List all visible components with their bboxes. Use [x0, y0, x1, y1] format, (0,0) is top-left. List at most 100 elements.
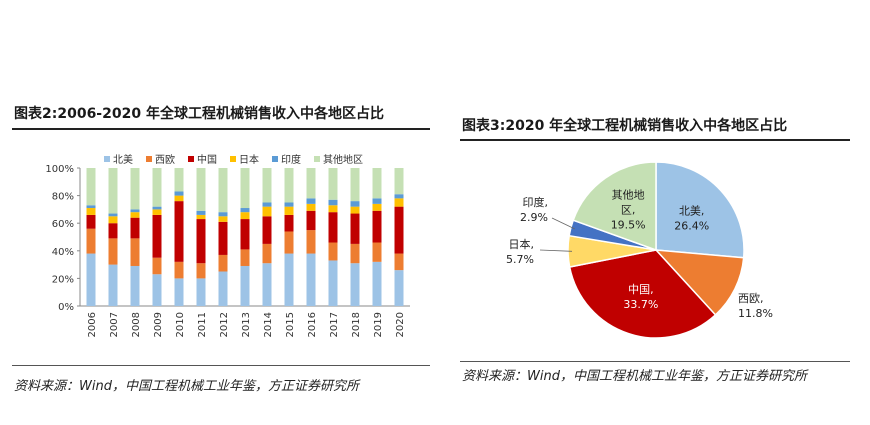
legend-swatch — [188, 156, 194, 162]
bar-segment-北美 — [262, 263, 272, 306]
bar-segment-西欧 — [350, 243, 360, 264]
bar-segment-印度 — [108, 213, 118, 217]
bar-segment-印度 — [86, 205, 96, 209]
leader-line — [539, 249, 573, 252]
bar-segment-其他地区 — [240, 168, 250, 209]
figure3-title: 图表3:2020 年全球工程机械销售收入中各地区占比 — [462, 118, 788, 134]
bar-segment-西欧 — [108, 238, 118, 265]
bar-segment-其他地区 — [130, 168, 140, 210]
bar-segment-西欧 — [86, 228, 96, 254]
bar-segment-中国 — [196, 219, 206, 264]
bar-segment-中国 — [240, 219, 250, 250]
legend-label: 印度 — [281, 153, 301, 166]
bar-segment-日本 — [174, 195, 184, 202]
figure2-bar-chart: 0% 20% 40% 60% 80% 100% 2006 2007 2008 2009 2010 20… — [45, 153, 410, 337]
bar-segment-日本 — [394, 198, 404, 207]
bar-segment-其他地区 — [372, 168, 382, 199]
pie-slice-其他地区 — [572, 161, 657, 252]
bar-segment-印度 — [218, 212, 228, 217]
bar-segment-北美 — [350, 263, 360, 306]
pie-label-中国: 中国, — [628, 283, 654, 296]
bar-segment-中国 — [218, 221, 228, 255]
x-tick-label: 2009 — [153, 312, 164, 337]
bar-segment-其他地区 — [328, 168, 338, 200]
legend-swatch — [314, 156, 320, 162]
y-tick-label: 20% — [52, 274, 74, 285]
pie-label-其他地区: 其他地 — [612, 188, 645, 201]
legend-swatch — [104, 156, 110, 162]
bar-segment-印度 — [196, 210, 206, 215]
bar-segment-其他地区 — [174, 168, 184, 192]
bar-segment-印度 — [328, 199, 338, 206]
bar-segment-日本 — [152, 209, 162, 215]
bar-segment-北美 — [86, 253, 96, 306]
bar-segment-日本 — [306, 203, 316, 211]
bar-segment-日本 — [218, 216, 228, 222]
bar-segment-日本 — [372, 203, 382, 211]
pie-label-中国: 33.7% — [623, 298, 658, 311]
bar-segment-日本 — [108, 216, 118, 224]
bar-segment-其他地区 — [86, 168, 96, 206]
figure2-title: 图表2:2006-2020 年全球工程机械销售收入中各地区占比 — [14, 106, 384, 122]
figure2-source: 资料来源：Wind，中国工程机械工业年鉴，方正证券研究所 — [14, 379, 359, 394]
bar-segment-北美 — [130, 265, 140, 306]
bar-segment-北美 — [306, 253, 316, 306]
bar-segment-中国 — [262, 216, 272, 244]
bar-segment-北美 — [108, 264, 118, 306]
bar-segment-印度 — [174, 191, 184, 196]
figure3-bottom-rule — [460, 361, 850, 362]
bar-segment-中国 — [284, 214, 294, 232]
x-tick-label: 2015 — [285, 312, 296, 337]
y-tick-label: 0% — [58, 302, 74, 313]
bar-segment-印度 — [130, 209, 140, 213]
x-tick-label: 2007 — [109, 312, 120, 337]
pie-label-西欧: 11.8% — [738, 307, 773, 320]
bar-segment-西欧 — [152, 257, 162, 275]
y-tick-label: 100% — [45, 164, 74, 175]
bar-segment-日本 — [350, 206, 360, 214]
pie-label-北美: 北美, — [679, 204, 705, 217]
bar-segment-北美 — [328, 260, 338, 306]
bar-segment-印度 — [350, 201, 360, 207]
bar-segment-日本 — [130, 212, 140, 218]
bar-segment-北美 — [394, 270, 404, 306]
bar-segment-西欧 — [130, 238, 140, 266]
figure3-top-rule — [460, 139, 850, 141]
pie-label-北美: 26.4% — [674, 219, 709, 232]
leader-line — [551, 217, 575, 230]
bar-segment-印度 — [394, 194, 404, 199]
bar-segment-其他地区 — [196, 168, 206, 211]
pie-label-印度: 印度, — [523, 195, 549, 209]
bar-segment-日本 — [328, 205, 338, 213]
bar-segment-北美 — [174, 278, 184, 306]
x-tick-label: 2014 — [263, 312, 274, 337]
legend-label: 日本 — [239, 153, 259, 166]
x-tick-label: 2016 — [307, 312, 318, 337]
x-tick-label: 2006 — [87, 312, 98, 337]
bar-segment-西欧 — [284, 231, 294, 254]
bar-segment-其他地区 — [284, 168, 294, 203]
x-tick-label: 2019 — [373, 312, 384, 337]
bar-segment-西欧 — [394, 253, 404, 271]
bar-segment-中国 — [328, 212, 338, 243]
legend-label: 中国 — [197, 153, 217, 166]
bar-segment-印度 — [372, 198, 382, 204]
x-tick-label: 2018 — [351, 312, 362, 337]
bar-segment-其他地区 — [218, 168, 228, 213]
bar-segment-其他地区 — [152, 168, 162, 207]
legend-label: 北美 — [113, 153, 133, 166]
pie-label-其他地区: 区, — [621, 203, 636, 216]
bar-segment-印度 — [284, 202, 294, 207]
bar-segment-中国 — [306, 210, 316, 231]
legend-label: 其他地区 — [323, 153, 363, 166]
figure3-source: 资料来源：Wind，中国工程机械工业年鉴，方正证券研究所 — [462, 369, 807, 384]
y-tick-label: 60% — [52, 219, 74, 230]
bar-segment-西欧 — [174, 261, 184, 279]
bar-segment-其他地区 — [108, 168, 118, 214]
bar-segment-西欧 — [262, 243, 272, 264]
bar-segment-印度 — [152, 206, 162, 210]
x-tick-label: 2013 — [241, 312, 252, 337]
pie-label-西欧: 西欧, — [738, 292, 764, 305]
bar-segment-印度 — [306, 198, 316, 204]
bar-segment-中国 — [372, 210, 382, 243]
